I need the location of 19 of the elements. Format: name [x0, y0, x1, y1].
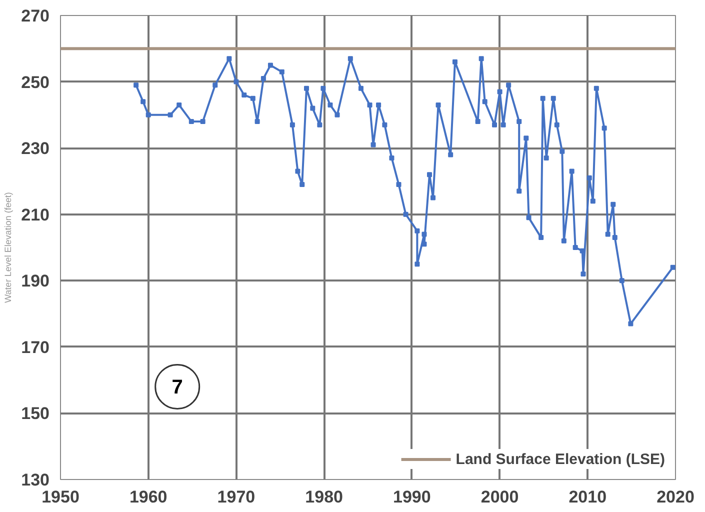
- x-tick-label: 1990: [393, 488, 431, 506]
- y-tick-label: 190: [21, 272, 50, 291]
- y-tick-label: 170: [21, 338, 50, 357]
- y-axis-title: Water Level Elevation (feet): [3, 192, 14, 303]
- x-tick-label: 2010: [568, 488, 607, 506]
- y-tick-label: 250: [21, 72, 50, 92]
- x-tick-label: 2000: [480, 488, 519, 506]
- y-tick-label: 210: [21, 205, 50, 224]
- x-tick-label: 2020: [656, 488, 694, 506]
- y-tick-label: 130: [21, 470, 50, 490]
- annotation: 7: [172, 376, 183, 399]
- x-tick-label: 1970: [217, 488, 256, 506]
- x-tick-label: 1950: [42, 488, 80, 506]
- x-tick-label: 1960: [129, 488, 168, 506]
- y-tick-label: 270: [21, 6, 50, 26]
- x-tick-label: 1980: [305, 488, 343, 506]
- y-tick-label: 150: [21, 404, 50, 424]
- legend-label: Land Surface Elevation (LSE): [456, 450, 665, 468]
- y-tick-label: 230: [21, 139, 50, 158]
